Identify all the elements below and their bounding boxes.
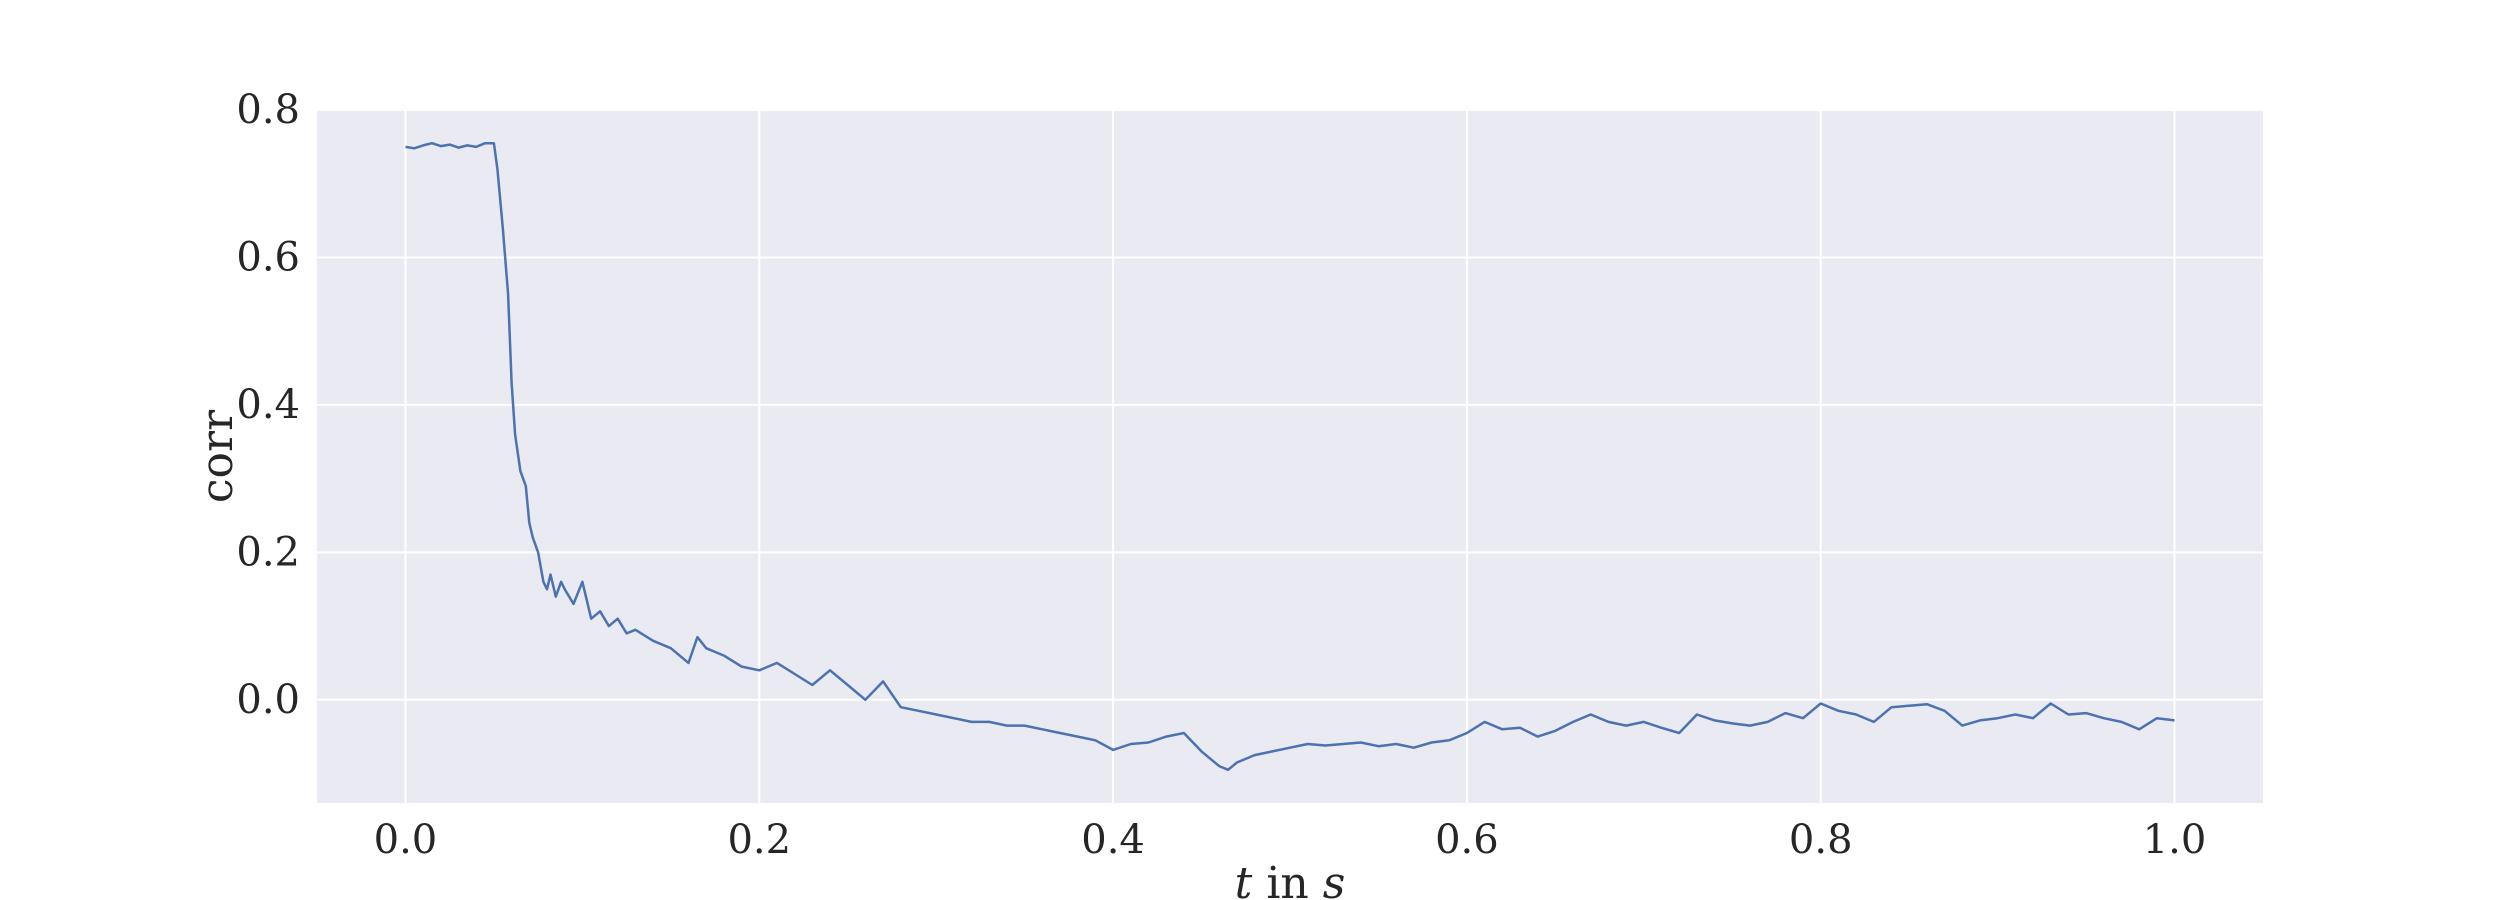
x-tick-label: 0.6 (1435, 817, 1499, 863)
x-tick-label: 0.0 (374, 817, 438, 863)
x-tick-label: 1.0 (2143, 817, 2207, 863)
x-axis-label-unit: s (1323, 858, 1346, 900)
x-axis-label-text: in (1252, 858, 1322, 900)
x-tick-label: 0.8 (1789, 817, 1853, 863)
series-layer (405, 141, 2175, 772)
x-tick-label: 0.2 (727, 817, 791, 863)
series-line (405, 141, 2175, 772)
y-tick-label: 0.8 (236, 87, 300, 133)
y-tick-label: 0.4 (236, 382, 300, 428)
tick-labels: 0.0 0.2 0.4 0.6 0.8 1.0 0.0 0.2 0.4 0.6 0.8 (236, 87, 2206, 863)
y-axis-label: corr (192, 409, 243, 503)
y-tick-label: 0.6 (236, 234, 300, 280)
plot-background (317, 110, 2263, 803)
grid (317, 109, 2263, 803)
y-tick-label: 0.0 (236, 677, 300, 723)
y-tick-label: 0.2 (236, 529, 300, 575)
x-axis-label: t in s (1235, 858, 1346, 900)
x-axis-label-variable: t (1235, 858, 1253, 900)
x-tick-label: 0.4 (1081, 817, 1145, 863)
